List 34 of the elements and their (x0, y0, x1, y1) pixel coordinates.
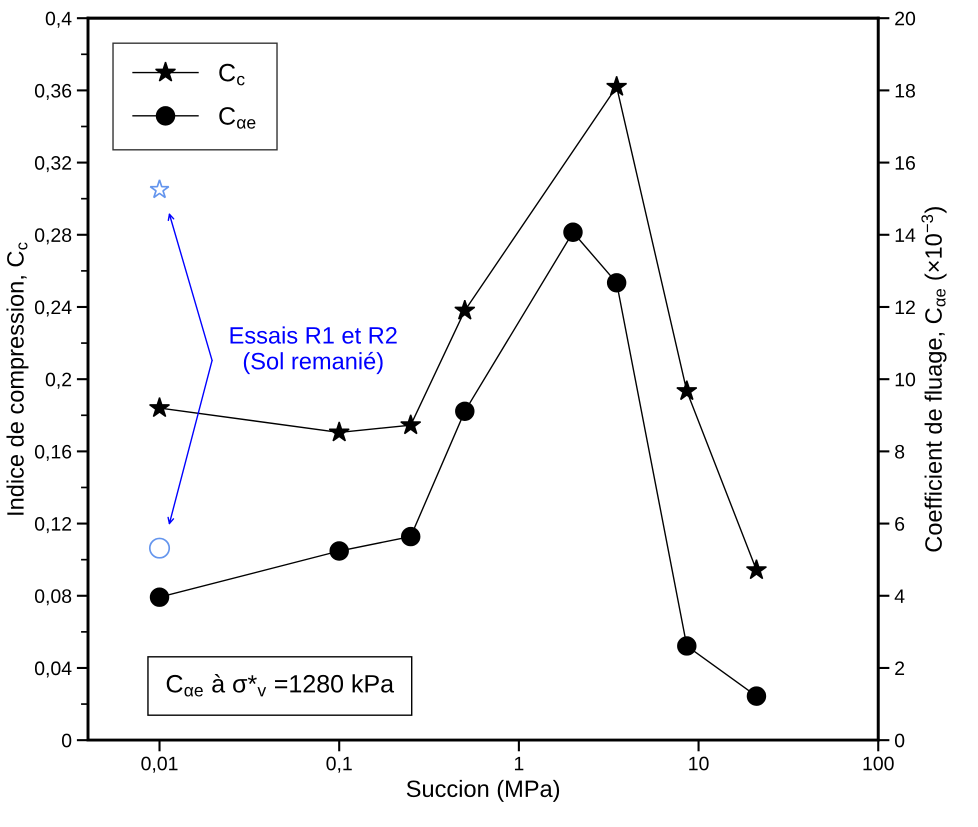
y-tick-label: 0,36 (34, 84, 72, 100)
y2-tick-label: 14 (896, 228, 916, 242)
legend-label: C$_{αe}$ (219, 107, 256, 129)
x-tick-label: 100 (864, 756, 894, 770)
y-tick-label: 0,12 (34, 517, 72, 534)
y-tick-label: 0,08 (34, 589, 72, 606)
legend-label: C$_{c}$ (219, 64, 245, 86)
y-axis-title: Indice de compression, C$_{c}$ (6, 242, 28, 515)
y2-tick-label: 2 (895, 661, 904, 676)
y2-tick-label: 20 (895, 12, 916, 26)
x-tick-label: 0,01 (141, 756, 178, 773)
x-tick-label: 10 (689, 756, 709, 770)
x-tick-label: 0,1 (326, 756, 352, 773)
y2-tick-label: 18 (896, 84, 915, 98)
y-tick-label: 0,4 (46, 12, 72, 28)
x-axis-title: Succion (MPa) (406, 780, 560, 802)
y-tick-label: 0,2 (46, 372, 72, 389)
y2-tick-label: 12 (896, 300, 915, 314)
y2-tick-label: 4 (894, 589, 904, 603)
y-tick-label: 0,24 (34, 300, 72, 317)
x-tick-label: 1 (514, 756, 524, 770)
annotation: Essais R1 et R2 (Sol remanié) (230, 326, 397, 374)
y2-tick-label: 10 (896, 372, 916, 386)
y2-tick-label: 8 (895, 444, 904, 459)
y2-tick-label: 6 (895, 517, 904, 531)
y-tick-label: 0 (62, 734, 72, 748)
y2-tick-label: 0 (894, 734, 904, 748)
y-tick-label: 0,32 (34, 156, 72, 172)
y-tick-label: 0,28 (34, 228, 72, 244)
y-tick-label: 0,04 (34, 661, 72, 678)
y2-axis-title: Coefficient de fluage, C$_{αe}$ (×10$^{−3}$) (921, 207, 947, 552)
y-tick-label: 0,16 (34, 444, 72, 461)
annotation: C$_{αe}$ à σ*$_{v}$ =1280 kPa (166, 674, 394, 697)
y2-tick-label: 16 (896, 156, 915, 170)
